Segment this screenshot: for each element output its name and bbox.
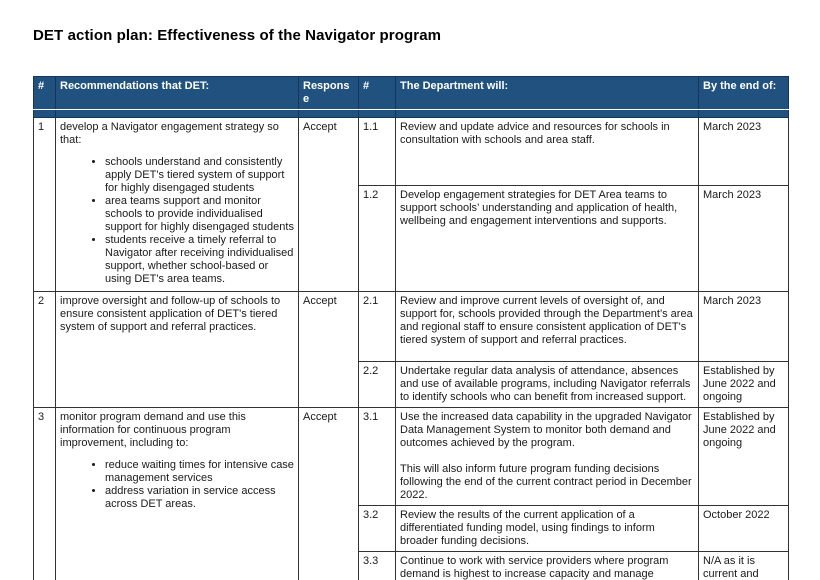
recommendation-intro: develop a Navigator engagement strategy … — [60, 121, 279, 146]
recommendation-bullet: address variation in service access acro… — [105, 485, 294, 511]
table-row: 3.2 Review the results of the current ap… — [34, 505, 789, 552]
action-number: 1.1 — [358, 117, 396, 186]
recommendation-bullet: reduce waiting times for intensive case … — [105, 459, 294, 485]
action-deadline: March 2023 — [698, 185, 789, 292]
recommendation-bullet: area teams support and monitor schools t… — [105, 195, 294, 234]
action-text: Use the increased data capability in the… — [400, 411, 692, 449]
action-deadline: March 2023 — [698, 117, 789, 186]
recommendation-cell: develop a Navigator engagement strategy … — [55, 117, 299, 292]
action-deadline: Established by June 2022 and ongoing — [698, 407, 789, 506]
recommendation-bullet-list: schools understand and consistently appl… — [60, 156, 294, 286]
recommendation-number: 3 — [33, 407, 56, 580]
table-row: 3.3 Continue to work with service provid… — [34, 551, 789, 580]
header-spacer-cell — [698, 109, 789, 118]
recommendation-cell: monitor program demand and use this info… — [55, 407, 299, 580]
header-spacer-cell — [33, 109, 56, 118]
header-num-right: # — [358, 76, 396, 110]
table-row: 3 monitor program demand and use this in… — [33, 407, 789, 580]
action-deadline: March 2023 — [698, 291, 789, 362]
table-header-row: # Recommendations that DET: Response # T… — [33, 76, 789, 110]
table-row: 1 develop a Navigator engagement strateg… — [33, 117, 789, 292]
table-row: 1.2 Develop engagement strategies for DE… — [34, 185, 789, 292]
header-department: The Department will: — [395, 76, 699, 110]
action-text: Review the results of the current applic… — [395, 505, 699, 552]
page-title: DET action plan: Effectiveness of the Na… — [33, 27, 442, 44]
response-cell: Accept — [298, 407, 359, 580]
action-number: 2.2 — [358, 361, 396, 408]
action-number: 3.3 — [358, 551, 396, 580]
header-spacer-cell — [298, 109, 359, 118]
table-row: 2 improve oversight and follow-up of sch… — [33, 291, 789, 408]
action-number: 2.1 — [358, 291, 396, 362]
recommendation-bullet: schools understand and consistently appl… — [105, 156, 294, 195]
recommendation-bullet: students receive a timely referral to Na… — [105, 234, 294, 286]
header-spacer-cell — [358, 109, 396, 118]
header-recommendations: Recommendations that DET: — [55, 76, 299, 110]
action-text: Undertake regular data analysis of atten… — [395, 361, 699, 408]
action-deadline: Established by June 2022 and ongoing — [698, 361, 789, 408]
header-spacer-cell — [395, 109, 699, 118]
header-num-left: # — [33, 76, 56, 110]
header-deadline: By the end of: — [698, 76, 789, 110]
header-spacer-cell — [55, 109, 299, 118]
table-header-spacer-row — [33, 109, 789, 118]
action-number: 1.2 — [358, 185, 396, 292]
recommendation-intro: improve oversight and follow-up of schoo… — [60, 295, 281, 333]
action-text-cell: Use the increased data capability in the… — [395, 407, 699, 506]
recommendation-cell: improve oversight and follow-up of schoo… — [55, 291, 299, 408]
recommendation-bullet-list: reduce waiting times for intensive case … — [60, 459, 294, 511]
response-cell: Accept — [298, 291, 359, 408]
action-text-secondary: This will also inform future program fun… — [400, 463, 692, 501]
response-cell: Accept — [298, 117, 359, 292]
action-number: 3.1 — [358, 407, 396, 506]
recommendation-number: 1 — [33, 117, 56, 292]
action-deadline: N/A as it is current and ongoing — [698, 551, 789, 580]
table-row: 2.2 Undertake regular data analysis of a… — [34, 361, 789, 408]
action-plan-table: # Recommendations that DET: Response # T… — [33, 76, 789, 580]
action-deadline: October 2022 — [698, 505, 789, 552]
action-text: Continue to work with service providers … — [395, 551, 699, 580]
action-text: Review and improve current levels of ove… — [395, 291, 699, 362]
recommendation-number: 2 — [33, 291, 56, 408]
header-response: Response — [298, 76, 359, 110]
action-text: Develop engagement strategies for DET Ar… — [395, 185, 699, 292]
action-text: Review and update advice and resources f… — [395, 117, 699, 186]
action-number: 3.2 — [358, 505, 396, 552]
recommendation-intro: monitor program demand and use this info… — [60, 411, 246, 449]
